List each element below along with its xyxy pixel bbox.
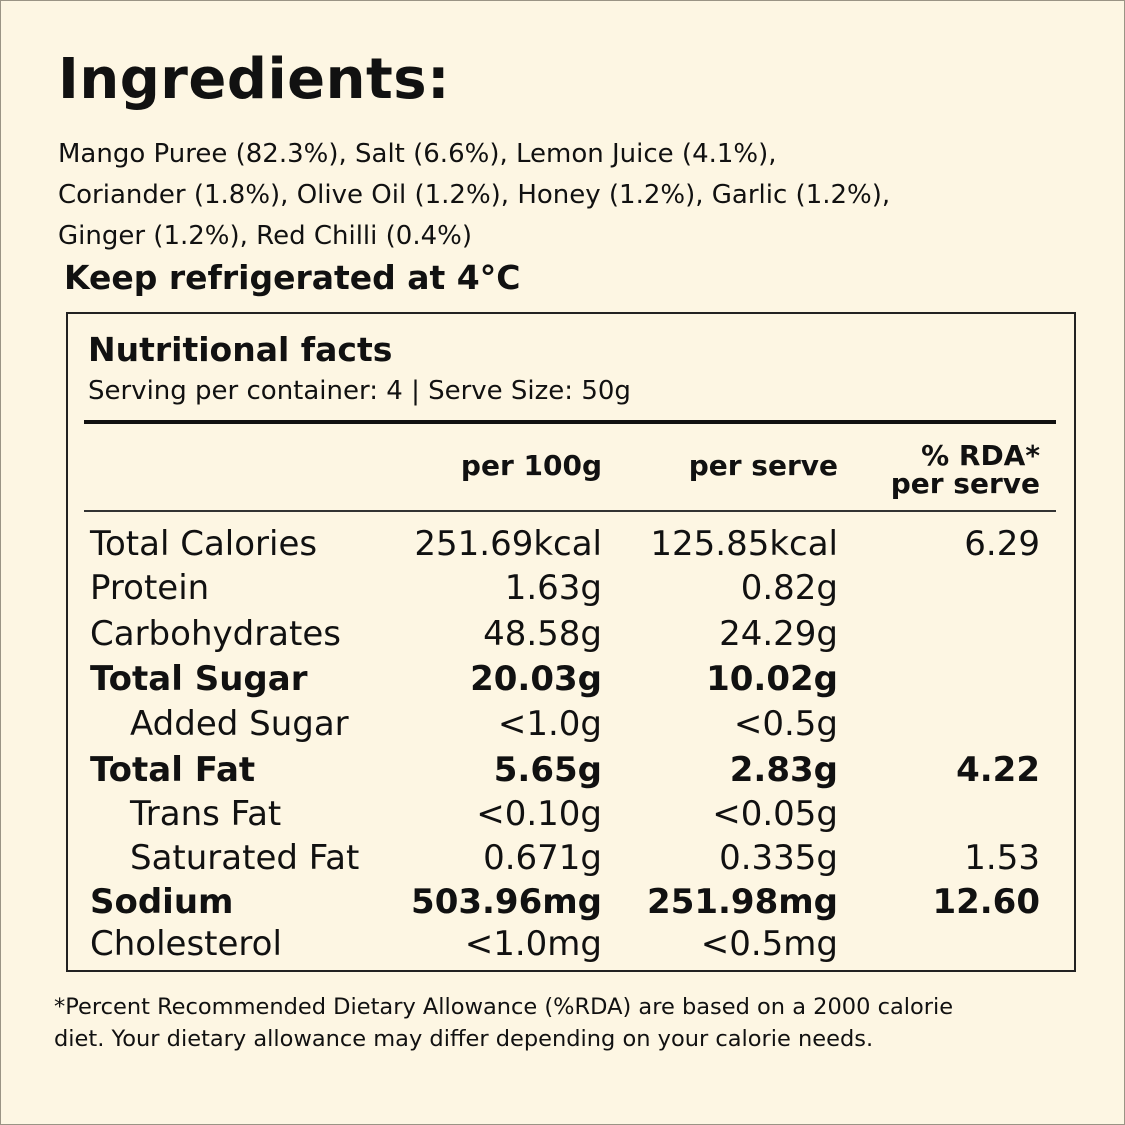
nutrient-name: Cholesterol [90, 924, 282, 964]
value-per-serve: 2.83g [729, 750, 838, 790]
nutrient-name: Trans Fat [130, 794, 282, 834]
value-per-serve: 10.02g [706, 659, 838, 699]
value-per-100g: <1.0mg [464, 924, 602, 964]
value-rda: 4.22 [956, 750, 1040, 790]
value-per-serve: 24.29g [719, 614, 838, 654]
nutrient-name: Protein [90, 568, 210, 608]
value-per-100g: 251.69kcal [414, 524, 602, 564]
header-divider-thick [84, 420, 1056, 424]
ingredients-list: Mango Puree (82.3%), Salt (6.6%), Lemon … [58, 134, 1068, 257]
ingredients-heading: Ingredients: [58, 47, 451, 112]
nutrient-name: Saturated Fat [130, 838, 360, 878]
nutrient-row: Saturated Fat 0.671g 0.335g 1.53 [68, 836, 1074, 880]
value-rda: 1.53 [964, 838, 1040, 878]
nutrient-name: Total Sugar [90, 659, 308, 699]
nutrient-name: Sodium [90, 882, 234, 922]
value-per-100g: 0.671g [483, 838, 602, 878]
value-per-serve: 0.82g [740, 568, 838, 608]
footnote-line: *Percent Recommended Dietary Allowance (… [54, 994, 954, 1020]
value-per-100g: 5.65g [493, 750, 602, 790]
column-header-per-100g: per 100g [460, 449, 602, 482]
value-per-serve: <0.5mg [700, 924, 838, 964]
value-per-100g: 20.03g [470, 659, 602, 699]
value-per-100g: 503.96mg [411, 882, 602, 922]
serving-info: Serving per container: 4 | Serve Size: 5… [88, 376, 631, 406]
storage-instruction: Keep refrigerated at 4°C [64, 258, 521, 297]
nutrient-name: Added Sugar [130, 704, 349, 744]
nutrient-name: Carbohydrates [90, 614, 341, 654]
value-per-100g: 48.58g [483, 614, 602, 654]
nutrient-row: Cholesterol <1.0mg <0.5mg [68, 922, 1074, 966]
value-per-serve: 0.335g [719, 838, 838, 878]
value-rda: 12.60 [932, 882, 1040, 922]
value-per-serve: 251.98mg [647, 882, 838, 922]
nutrient-row: Carbohydrates 48.58g 24.29g [68, 612, 1074, 656]
footnote: *Percent Recommended Dietary Allowance (… [54, 991, 1114, 1055]
ingredients-line: Mango Puree (82.3%), Salt (6.6%), Lemon … [58, 139, 777, 169]
nutrition-panel: Nutritional facts Serving per container:… [66, 312, 1076, 972]
nutrition-title: Nutritional facts [88, 330, 393, 369]
ingredients-line: Ginger (1.2%), Red Chilli (0.4%) [58, 221, 472, 251]
nutrient-row: Total Sugar 20.03g 10.02g [68, 657, 1074, 701]
column-header-per-serve: per serve [688, 449, 838, 482]
nutrient-row: Sodium 503.96mg 251.98mg 12.60 [68, 880, 1074, 924]
ingredients-line: Coriander (1.8%), Olive Oil (1.2%), Hone… [58, 180, 891, 210]
value-per-serve: 125.85kcal [650, 524, 838, 564]
value-per-serve: <0.05g [712, 794, 838, 834]
rda-header-line: per serve [890, 467, 1040, 500]
value-per-100g: <1.0g [497, 704, 602, 744]
column-header-rda: % RDA* per serve [848, 442, 1040, 498]
rda-header-line: % RDA* [921, 439, 1040, 472]
footnote-line: diet. Your dietary allowance may differ … [54, 1026, 874, 1052]
header-divider-thin [84, 510, 1056, 512]
value-per-serve: <0.5g [733, 704, 838, 744]
value-per-100g: <0.10g [476, 794, 602, 834]
nutrient-name: Total Fat [90, 750, 256, 790]
nutrient-row: Trans Fat <0.10g <0.05g [68, 792, 1074, 836]
value-per-100g: 1.63g [504, 568, 602, 608]
nutrient-name: Total Calories [90, 524, 318, 564]
nutrient-row: Protein 1.63g 0.82g [68, 566, 1074, 610]
value-rda: 6.29 [964, 524, 1040, 564]
nutrient-row: Total Fat 5.65g 2.83g 4.22 [68, 748, 1074, 792]
nutrient-row: Added Sugar <1.0g <0.5g [68, 702, 1074, 746]
nutrient-row: Total Calories 251.69kcal 125.85kcal 6.29 [68, 522, 1074, 566]
